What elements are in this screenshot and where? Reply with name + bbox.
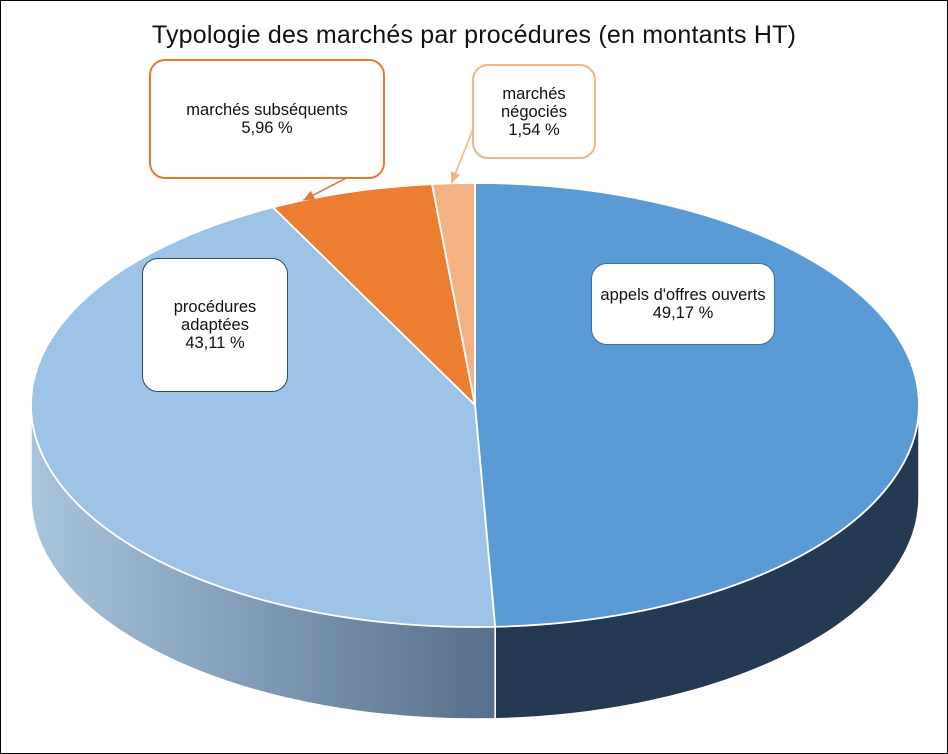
slice-label-marches-negocies: marchés négociés 1,54 % [472, 64, 596, 159]
slice-value-text: 5,96 % [241, 119, 293, 137]
pie-slice [474, 182, 920, 628]
slice-label-text: marchés négociés [500, 84, 568, 121]
pie-slice [431, 182, 476, 406]
slice-label-procedures-adaptees: procédures adaptées 43,11 % [142, 258, 288, 392]
slice-label-marches-subsequents: marchés subséquents 5,96 % [149, 59, 385, 179]
slice-label-text: appels d'offres ouverts [600, 286, 766, 304]
slice-label-text: procédures adaptées [173, 298, 257, 334]
callout-arrowhead [450, 171, 461, 184]
chart-title: Typologie des marchés par procédures (en… [151, 21, 797, 49]
pie-slices [30, 182, 920, 628]
callout-arrowhead [303, 190, 316, 201]
slice-value-text: 49,17 % [652, 304, 714, 322]
slice-label-text: marchés subséquents [186, 101, 348, 119]
pie-slice [272, 183, 476, 406]
slice-value-text: 1,54 % [508, 120, 560, 139]
slice-label-appels-offres: appels d'offres ouverts 49,17 % [591, 263, 775, 345]
slice-value-text: 43,11 % [185, 334, 245, 352]
